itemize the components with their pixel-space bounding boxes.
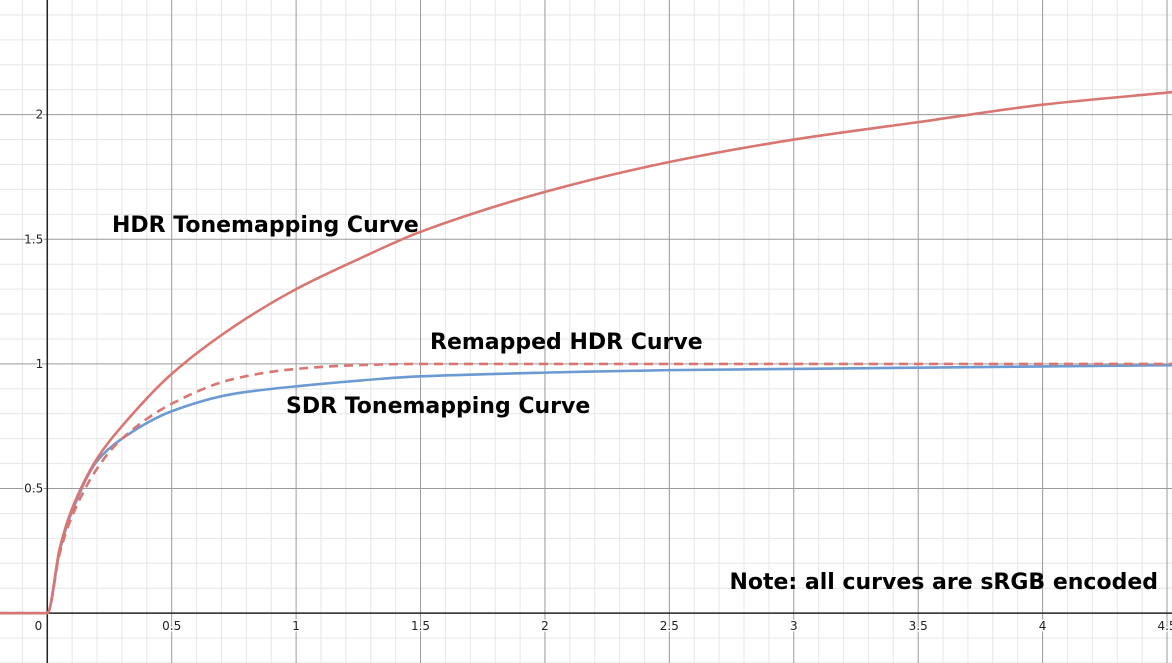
x-tick-label: 2.5	[660, 619, 679, 633]
x-tick-label: 2	[541, 619, 549, 633]
x-tick-label: 1.5	[411, 619, 430, 633]
y-tick-label: 2	[36, 108, 44, 122]
tick-labels: 0.5 1 1.5 2 2.5 3 3.5 4 4.5 0.5 1 1.5 2 0	[23, 106, 1172, 634]
x-tick-label: 4.5	[1157, 619, 1172, 633]
hdr-curve	[0, 90, 1172, 615]
y-tick-label: 1	[36, 357, 44, 371]
x-tick-label: 3.5	[909, 619, 928, 633]
curves	[0, 90, 1172, 615]
sdr-curve-label: SDR Tonemapping Curve	[286, 394, 590, 419]
encoding-note: Note: all curves are sRGB encoded	[729, 570, 1158, 595]
origin-label: 0	[35, 619, 43, 633]
x-tick-label: 3	[790, 619, 798, 633]
remapped-curve-label: Remapped HDR Curve	[430, 330, 703, 355]
hdr-curve-label: HDR Tonemapping Curve	[112, 213, 419, 238]
x-tick-label: 0.5	[162, 619, 181, 633]
remapped-curve	[0, 362, 1172, 615]
y-tick-label: 0.5	[24, 482, 43, 496]
y-tick-label: 1.5	[24, 232, 43, 246]
x-tick-label: 1	[292, 619, 300, 633]
x-tick-label: 4	[1039, 619, 1047, 633]
